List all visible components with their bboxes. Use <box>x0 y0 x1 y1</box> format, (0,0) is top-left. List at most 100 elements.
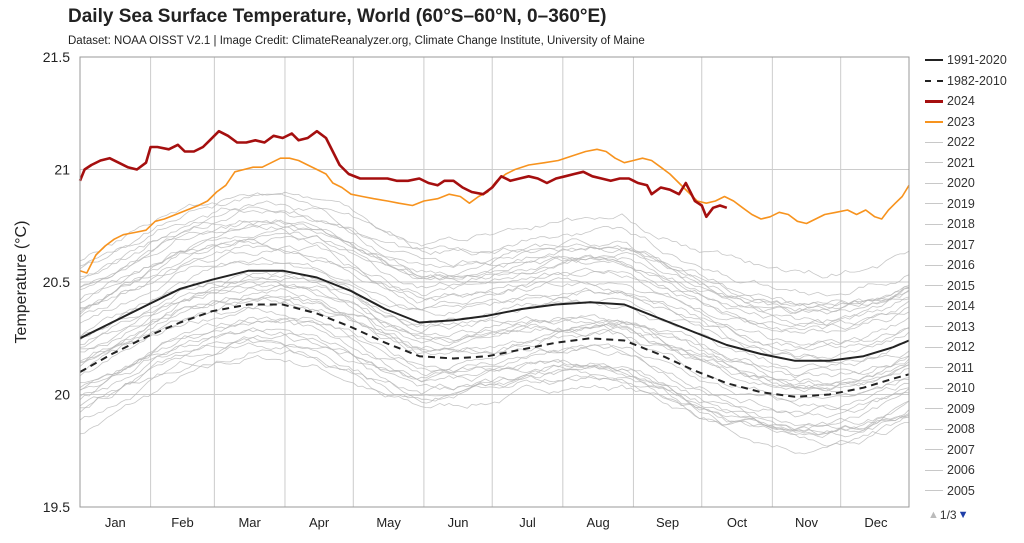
x-tick-label: Feb <box>171 515 193 530</box>
previous-year-line <box>79 200 910 313</box>
x-tick-label: May <box>376 515 401 530</box>
legend-swatch <box>925 141 943 143</box>
legend-swatch <box>925 223 943 225</box>
legend-item-2020[interactable]: 2020 <box>925 173 1024 194</box>
previous-year-line <box>79 257 910 352</box>
legend-swatch <box>925 120 943 123</box>
legend-label: 1991-2020 <box>947 53 1007 68</box>
y-axis-label: Temperature (°C) <box>13 221 30 344</box>
previous-year-line <box>79 284 910 378</box>
previous-year-line <box>79 296 910 387</box>
legend-swatch <box>925 449 943 451</box>
previous-year-line <box>79 192 910 297</box>
series-line-1982-2010 <box>79 303 910 398</box>
legend-swatch <box>925 326 943 328</box>
previous-year-line <box>79 327 910 434</box>
legend-label: 2018 <box>947 217 975 232</box>
legend-item-2017[interactable]: 2017 <box>925 235 1024 256</box>
y-tick-label: 20.5 <box>43 274 70 290</box>
legend-swatch <box>925 367 943 369</box>
legend: 1991-2020 1982-2010 2024 2023 2022 2021 2020 20… <box>925 50 1024 501</box>
x-tick-label: Oct <box>727 515 748 530</box>
previous-year-line <box>79 342 910 438</box>
legend-label: 2014 <box>947 299 975 314</box>
previous-year-line <box>79 206 910 307</box>
x-axis-ticks: Jan Feb Mar Apr May Jun Jul Aug Sep Oct Nov Dec <box>105 515 888 530</box>
y-tick-label: 19.5 <box>43 499 70 515</box>
legend-item-2011[interactable]: 2011 <box>925 358 1024 379</box>
legend-item-2023[interactable]: 2023 <box>925 112 1024 133</box>
legend-item-1991-2020[interactable]: 1991-2020 <box>925 50 1024 71</box>
previous-year-line <box>79 307 910 419</box>
previous-year-line <box>79 349 910 436</box>
previous-year-line <box>79 299 910 390</box>
previous-year-line <box>79 248 910 349</box>
previous-year-line <box>79 334 910 447</box>
triangle-up-icon[interactable]: ▲ <box>928 509 939 521</box>
x-tick-label: Aug <box>587 515 610 530</box>
previous-year-line <box>79 280 910 393</box>
legend-swatch <box>925 182 943 184</box>
chart-title: Daily Sea Surface Temperature, World (60… <box>68 6 607 27</box>
legend-swatch <box>925 99 943 103</box>
legend-item-2010[interactable]: 2010 <box>925 378 1024 399</box>
previous-year-line <box>79 318 910 411</box>
x-tick-label: Apr <box>309 515 330 530</box>
legend-item-2013[interactable]: 2013 <box>925 317 1024 338</box>
legend-label: 2016 <box>947 258 975 273</box>
legend-page-indicator: 1/3 <box>939 508 957 522</box>
previous-year-line <box>79 319 910 414</box>
legend-swatch <box>925 346 943 348</box>
legend-item-2009[interactable]: 2009 <box>925 399 1024 420</box>
legend-item-2005[interactable]: 2005 <box>925 481 1024 502</box>
x-tick-label: Nov <box>795 515 819 530</box>
highlight-series <box>78 129 910 398</box>
y-tick-label: 21 <box>54 162 70 178</box>
legend-item-2021[interactable]: 2021 <box>925 153 1024 174</box>
previous-year-line <box>79 260 910 364</box>
legend-item-2019[interactable]: 2019 <box>925 194 1024 215</box>
y-tick-label: 21.5 <box>43 49 70 65</box>
legend-swatch <box>925 305 943 307</box>
legend-swatch <box>925 59 943 62</box>
legend-item-2024[interactable]: 2024 <box>925 91 1024 112</box>
previous-year-line <box>79 338 909 455</box>
x-tick-label: Jan <box>105 515 126 530</box>
triangle-down-icon[interactable]: ▼ <box>957 509 969 521</box>
legend-label: 2015 <box>947 278 975 293</box>
legend-swatch <box>925 490 943 492</box>
legend-item-2006[interactable]: 2006 <box>925 460 1024 481</box>
chart-subtitle: Dataset: NOAA OISST V2.1 | Image Credit:… <box>68 35 645 47</box>
legend-label: 2005 <box>947 483 975 498</box>
x-tick-label: Dec <box>864 515 888 530</box>
y-tick-label: 20 <box>54 387 70 403</box>
legend-swatch <box>925 79 943 82</box>
previous-year-line <box>79 219 910 324</box>
legend-item-2008[interactable]: 2008 <box>925 419 1024 440</box>
plot-frame <box>79 56 910 508</box>
legend-item-1982-2010[interactable]: 1982-2010 <box>925 71 1024 92</box>
series-line-2023 <box>79 148 910 274</box>
legend-label: 2023 <box>947 114 975 129</box>
legend-item-2012[interactable]: 2012 <box>925 337 1024 358</box>
x-tick-label: Mar <box>238 515 261 530</box>
previous-year-line <box>79 316 910 433</box>
legend-label: 1982-2010 <box>947 73 1007 88</box>
legend-label: 2011 <box>947 360 974 375</box>
legend-item-2015[interactable]: 2015 <box>925 276 1024 297</box>
legend-swatch <box>925 264 943 266</box>
legend-swatch <box>925 387 943 389</box>
legend-label: 2019 <box>947 196 975 211</box>
legend-label: 2017 <box>947 237 975 252</box>
previous-year-line <box>79 227 910 328</box>
previous-year-line <box>79 276 910 369</box>
legend-item-2018[interactable]: 2018 <box>925 214 1024 235</box>
legend-item-2016[interactable]: 2016 <box>925 255 1024 276</box>
legend-item-2022[interactable]: 2022 <box>925 132 1024 153</box>
legend-item-2007[interactable]: 2007 <box>925 440 1024 461</box>
legend-swatch <box>925 244 943 246</box>
legend-label: 2012 <box>947 340 975 355</box>
series-line-2024 <box>78 129 728 219</box>
legend-item-2014[interactable]: 2014 <box>925 296 1024 317</box>
